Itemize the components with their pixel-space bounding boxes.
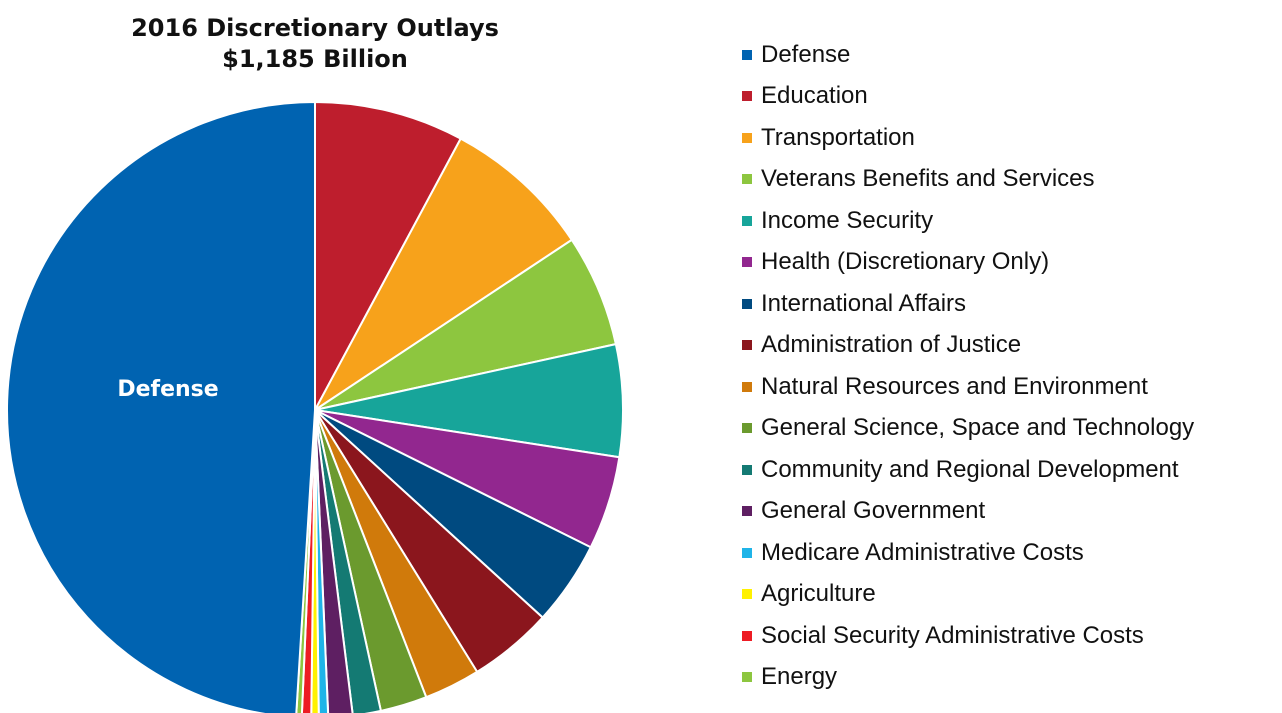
legend-item-education: Education (742, 76, 1194, 118)
legend-swatch (742, 215, 752, 226)
legend-item-general-science-space-and-technology: General Science, Space and Technology (742, 408, 1194, 450)
legend-swatch (742, 174, 752, 185)
legend-swatch (742, 464, 752, 475)
legend-swatch (742, 589, 752, 600)
pie-slice-defense (6, 100, 316, 713)
legend-swatch (742, 423, 752, 434)
pie-plot: Defense (6, 100, 624, 713)
legend-swatch (742, 91, 752, 102)
legend-label: Medicare Administrative Costs (761, 538, 1084, 566)
legend-label: Income Security (761, 206, 934, 234)
legend-swatch (742, 381, 752, 392)
legend-swatch (742, 257, 752, 268)
legend-item-veterans-benefits-and-services: Veterans Benefits and Services (742, 159, 1194, 201)
legend-item-income-security: Income Security (742, 200, 1194, 242)
pie-slice-transportation (314, 137, 574, 411)
legend-swatch (742, 547, 752, 558)
legend-label: Community and Regional Development (761, 455, 1179, 483)
legend-item-community-and-regional-development: Community and Regional Development (742, 449, 1194, 491)
pie-slice-community-and-regional-development (314, 409, 383, 713)
legend-swatch (742, 506, 752, 517)
legend: Defense Education Transportation Veterans B… (742, 34, 1194, 698)
legend-item-transportation: Transportation (742, 117, 1194, 159)
legend-label: Health (Discretionary Only) (761, 248, 1050, 276)
legend-item-energy: Energy (742, 657, 1194, 699)
legend-label: Natural Resources and Environment (761, 372, 1148, 400)
pie-slice-education (314, 100, 463, 411)
legend-label: General Science, Space and Technology (761, 414, 1195, 442)
legend-label: Social Security Administrative Costs (761, 621, 1144, 649)
legend-label: Veterans Benefits and Services (761, 165, 1095, 193)
legend-label: International Affairs (761, 289, 967, 317)
legend-label: General Government (761, 497, 986, 525)
legend-item-medicare-administrative-costs: Medicare Administrative Costs (742, 532, 1194, 574)
legend-label: Agriculture (761, 580, 876, 608)
legend-swatch (742, 49, 752, 60)
legend-label: Education (761, 82, 868, 110)
legend-item-defense: Defense (742, 34, 1194, 76)
legend-item-international-affairs: International Affairs (742, 283, 1194, 325)
legend-item-social-security-administrative-costs: Social Security Administrative Costs (742, 615, 1194, 657)
chart-subtitle: $1,185 Billion (222, 45, 408, 73)
legend-label: Transportation (761, 123, 915, 151)
legend-item-agriculture: Agriculture (742, 574, 1194, 616)
legend-item-administration-of-justice: Administration of Justice (742, 325, 1194, 367)
legend-item-natural-resources-and-environment: Natural Resources and Environment (742, 366, 1194, 408)
legend-label: Administration of Justice (761, 331, 1022, 359)
pie-slice-social-security-administrative-costs (300, 409, 316, 713)
legend-item-health-discretionary-only: Health (Discretionary Only) (742, 242, 1194, 284)
legend-swatch (742, 630, 752, 641)
legend-item-general-government: General Government (742, 491, 1194, 533)
legend-swatch (742, 132, 752, 143)
chart-title: 2016 Discretionary Outlays (131, 14, 499, 42)
legend-swatch (742, 672, 752, 683)
slice-label-defense: Defense (117, 377, 218, 402)
legend-label: Energy (761, 663, 838, 691)
legend-swatch (742, 298, 752, 309)
legend-swatch (742, 340, 752, 351)
legend-label: Defense (761, 40, 851, 68)
